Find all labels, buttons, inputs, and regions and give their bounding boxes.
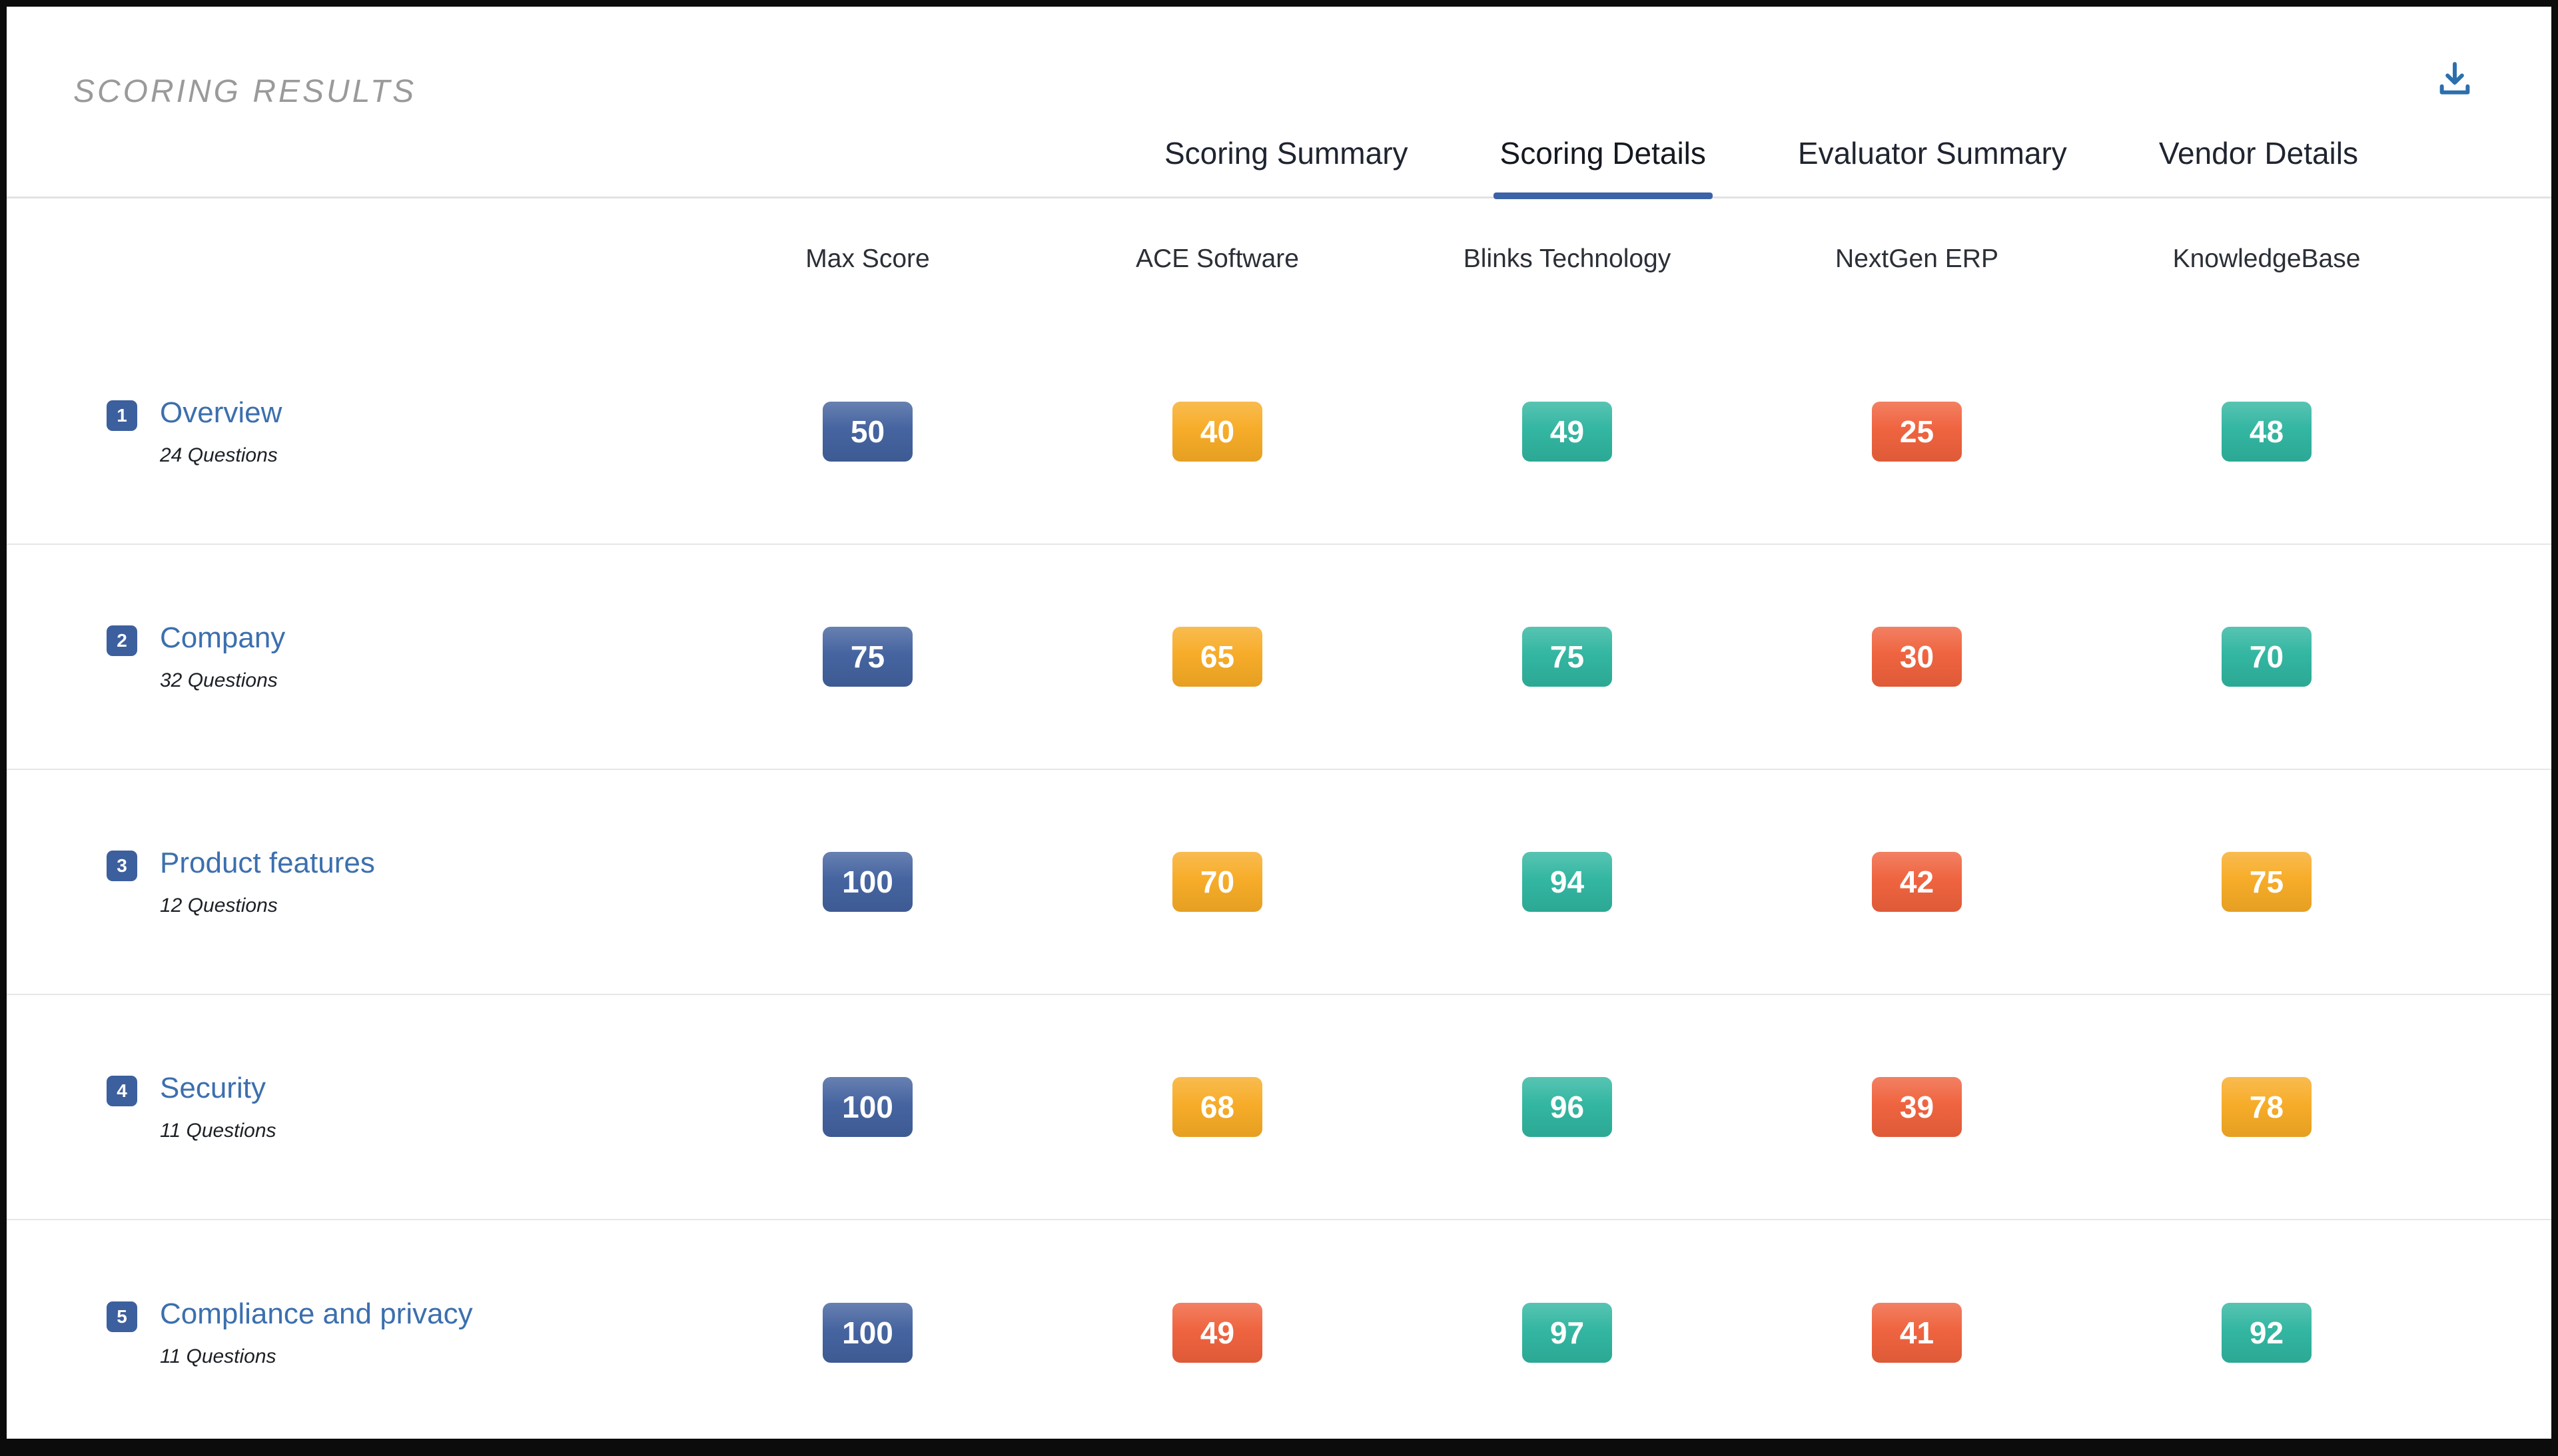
score-badge: 49	[1172, 1303, 1262, 1363]
table-row: 3 Product features 12 Questions 100 70 9…	[7, 770, 2551, 995]
row-number-badge: 1	[107, 400, 137, 431]
page-title: SCORING RESULTS	[73, 74, 417, 109]
column-header-nextgen-erp: NextGen ERP	[1835, 244, 1998, 273]
score-badge: 100	[823, 1303, 913, 1363]
score-badge: 39	[1872, 1077, 1962, 1137]
score-badge: 96	[1522, 1077, 1612, 1137]
score-badge: 75	[1522, 627, 1612, 687]
score-badge: 75	[2222, 852, 2312, 912]
score-badge: 70	[1172, 852, 1262, 912]
category-link[interactable]: Overview	[160, 396, 282, 429]
score-badge: 70	[2222, 627, 2312, 687]
table-row: 5 Compliance and privacy 11 Questions 10…	[7, 1220, 2551, 1439]
question-count: 11 Questions	[160, 1345, 276, 1368]
score-badge: 100	[823, 1077, 913, 1137]
question-count: 32 Questions	[160, 669, 278, 692]
score-badge: 40	[1172, 402, 1262, 462]
score-badge: 41	[1872, 1303, 1962, 1363]
category-link[interactable]: Company	[160, 621, 286, 654]
table-row: 4 Security 11 Questions 100 68 96 39 78	[7, 995, 2551, 1220]
table-row: 2 Company 32 Questions 75 65 75 30 70	[7, 545, 2551, 770]
row-number-badge: 3	[107, 850, 137, 881]
score-badge: 75	[823, 627, 913, 687]
score-badge: 100	[823, 852, 913, 912]
tab-bar: Scoring Summary Scoring Details Evaluato…	[1158, 135, 2365, 199]
score-badge: 92	[2222, 1303, 2312, 1363]
score-badge: 78	[2222, 1077, 2312, 1137]
tab-vendor-details[interactable]: Vendor Details	[2158, 136, 2358, 171]
score-badge: 25	[1872, 402, 1962, 462]
header: SCORING RESULTS Scoring Summary Scoring …	[7, 7, 2551, 199]
column-header-knowledgebase: KnowledgeBase	[2172, 244, 2361, 273]
score-badge: 68	[1172, 1077, 1262, 1137]
score-badge: 65	[1172, 627, 1262, 687]
question-count: 12 Questions	[160, 895, 278, 917]
download-icon	[2434, 58, 2475, 103]
question-count: 24 Questions	[160, 444, 278, 467]
row-number-badge: 4	[107, 1075, 137, 1106]
category-link[interactable]: Product features	[160, 846, 375, 879]
column-header-max-score: Max Score	[805, 244, 930, 273]
score-badge: 42	[1872, 852, 1962, 912]
score-badge: 49	[1522, 402, 1612, 462]
tab-scoring-details[interactable]: Scoring Details	[1493, 135, 1713, 199]
table-row: 1 Overview 24 Questions 50 40 49 25 48	[7, 320, 2551, 545]
column-header-blinks-technology: Blinks Technology	[1463, 244, 1671, 273]
category-link[interactable]: Security	[160, 1071, 266, 1104]
category-link[interactable]: Compliance and privacy	[160, 1297, 473, 1330]
score-badge: 97	[1522, 1303, 1612, 1363]
tab-scoring-summary[interactable]: Scoring Summary	[1164, 136, 1408, 171]
score-badge: 50	[823, 402, 913, 462]
tab-evaluator-summary[interactable]: Evaluator Summary	[1797, 136, 2067, 171]
score-badge: 30	[1872, 627, 1962, 687]
score-badge: 94	[1522, 852, 1612, 912]
download-button[interactable]	[2431, 57, 2478, 103]
question-count: 11 Questions	[160, 1120, 276, 1142]
column-header-row: Max Score ACE Software Blinks Technology…	[7, 198, 2551, 320]
column-header-ace-software: ACE Software	[1136, 244, 1299, 273]
row-number-badge: 2	[107, 625, 137, 656]
score-badge: 48	[2222, 402, 2312, 462]
row-number-badge: 5	[107, 1301, 137, 1332]
